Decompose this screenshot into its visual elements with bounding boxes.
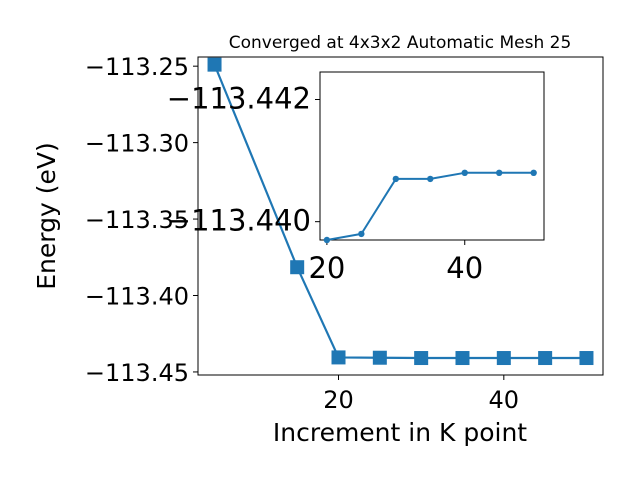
main-data-point xyxy=(496,351,511,366)
inset-axes: 20 40 −113.442 −113.440 xyxy=(167,71,545,285)
main-plot-frame xyxy=(197,56,604,376)
x-axis-label: Increment in K point xyxy=(273,418,527,447)
main-y-tick-label: −113.40 xyxy=(85,283,189,311)
main-data-point xyxy=(579,351,594,366)
inset-y-tick-label: −113.442 xyxy=(167,81,311,115)
main-data-point xyxy=(538,351,553,366)
inset-data-point xyxy=(358,230,365,238)
y-axis-label: Energy (eV) xyxy=(32,142,61,289)
main-y-tick-label: −113.30 xyxy=(85,130,189,158)
main-y-tick-label: −113.25 xyxy=(85,53,189,81)
inset-ticks: 20 40 −113.442 −113.440 xyxy=(167,81,483,285)
inset-x-tick-label: 40 xyxy=(446,251,483,285)
inset-plot-frame xyxy=(319,71,545,241)
main-data-point xyxy=(372,350,387,365)
inset-data-point xyxy=(530,169,537,176)
inset-data-point xyxy=(323,236,331,244)
main-x-tick-label: 20 xyxy=(323,386,354,414)
main-data-point xyxy=(331,350,346,365)
inset-y-tick-label: −113.440 xyxy=(167,204,311,238)
inset-data-point xyxy=(461,169,468,176)
main-y-tick-label: −113.35 xyxy=(85,206,189,234)
main-data-point xyxy=(414,351,429,366)
inset-series xyxy=(323,169,537,244)
main-data-point xyxy=(455,351,470,366)
main-data-point xyxy=(207,57,222,72)
inset-data-point xyxy=(392,175,400,183)
main-series xyxy=(207,57,594,366)
main-data-point xyxy=(290,260,305,275)
inset-data-point xyxy=(427,175,434,183)
main-ticks: 20 40 −113.25 −113.30 −113.35 −113.40 −113.45 xyxy=(85,53,519,414)
main-axes: Converged at 4x3x2 Automatic Mesh 25 Inc… xyxy=(32,33,604,447)
main-y-tick-label: −113.45 xyxy=(85,359,189,387)
inset-x-tick-label: 20 xyxy=(308,251,345,285)
chart-title: Converged at 4x3x2 Automatic Mesh 25 xyxy=(229,33,572,53)
inset-data-point xyxy=(496,169,503,176)
main-x-tick-label: 40 xyxy=(489,386,520,414)
